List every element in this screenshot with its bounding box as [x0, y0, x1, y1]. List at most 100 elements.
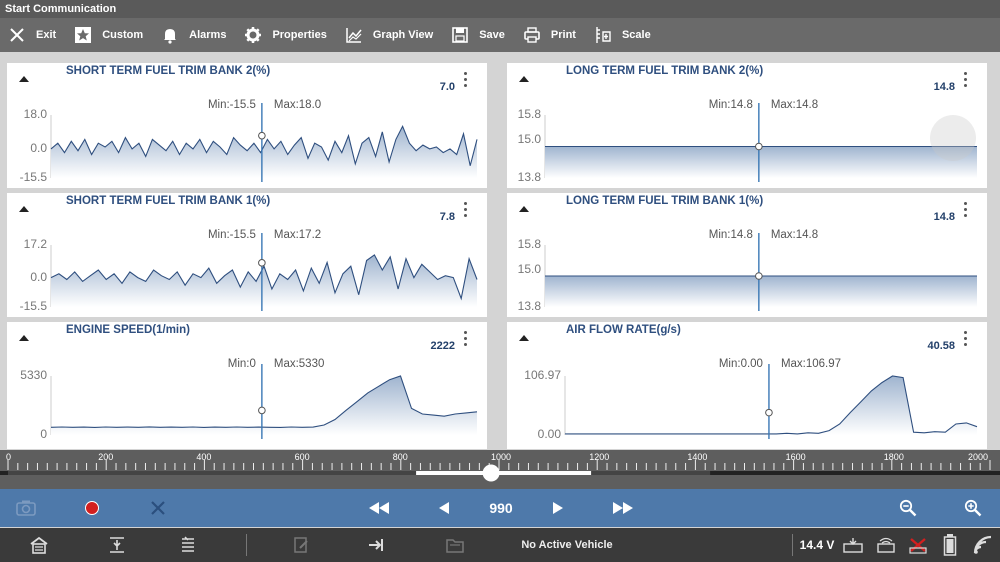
step-back-icon — [439, 502, 449, 514]
y-axis-max-label: 17.2 — [23, 237, 47, 251]
more-options-icon[interactable] — [964, 331, 968, 347]
timeline-tick-label: 0 — [6, 452, 12, 462]
y-axis-max-label: 5330 — [20, 368, 47, 382]
y-axis-mid-label: 0.0 — [30, 269, 47, 284]
print-button[interactable]: Print — [523, 18, 576, 52]
y-axis-min-label: 13.8 — [517, 170, 541, 184]
y-axis-mid-label: 0.0 — [30, 140, 47, 155]
cursor-marker — [755, 272, 763, 280]
cursor-marker — [258, 406, 266, 415]
collapse-arrow-icon[interactable] — [519, 206, 529, 212]
timeline-handle — [482, 464, 500, 482]
step-back-button[interactable] — [432, 489, 456, 527]
series-area — [51, 376, 477, 435]
transfer-button[interactable] — [362, 528, 392, 562]
snapshot-button[interactable] — [10, 489, 42, 527]
camera-icon — [16, 500, 36, 516]
chart-plot-area[interactable] — [507, 63, 987, 188]
chart-plot-area[interactable] — [7, 193, 487, 317]
panel-title: LONG TERM FUEL TRIM BANK 1(%) — [566, 195, 764, 207]
panel-title: ENGINE SPEED(1/min) — [66, 324, 190, 336]
chart-plot-area[interactable] — [507, 193, 987, 317]
graph-panel[interactable]: LONG TERM FUEL TRIM BANK 1(%) 14.8 Min:1… — [507, 193, 987, 317]
scale-button[interactable]: Scale — [594, 18, 651, 52]
series-area — [51, 126, 477, 178]
status-bar: No Active Vehicle 14.4 V — [0, 528, 1000, 562]
star-icon — [75, 27, 92, 43]
series-line — [50, 254, 478, 301]
cursor-marker — [755, 142, 763, 151]
more-options-icon[interactable] — [464, 72, 468, 88]
timeline-ticks — [0, 460, 1000, 482]
chart-plot-area[interactable] — [7, 63, 487, 188]
panel-title: LONG TERM FUEL TRIM BANK 2(%) — [566, 65, 764, 77]
graph-panel[interactable]: SHORT TERM FUEL TRIM BANK 2(%) 7.0 Min:-… — [7, 63, 487, 188]
rewind-icon — [369, 502, 389, 514]
folder-button[interactable] — [440, 528, 470, 562]
series-line — [565, 375, 978, 435]
y-axis-min-label: 0.00 — [537, 427, 561, 441]
battery-icon — [938, 528, 962, 562]
min-value: Min:14.8 — [708, 99, 753, 111]
timeline-tick-label: 400 — [196, 452, 212, 462]
graph-panel[interactable]: AIR FLOW RATE(g/s) 40.58 Min:0.00 Max:10… — [507, 322, 987, 449]
collapse-icon — [110, 537, 124, 553]
step-forward-button[interactable] — [546, 489, 570, 527]
graph-panel[interactable]: LONG TERM FUEL TRIM BANK 2(%) 14.8 Min:1… — [507, 63, 987, 188]
current-value: 14.8 — [933, 81, 955, 93]
y-axis-max-label: 15.8 — [517, 107, 541, 121]
max-value: Max:17.2 — [273, 229, 322, 241]
custom-button[interactable]: Custom — [74, 18, 143, 52]
current-value: 14.8 — [933, 211, 955, 223]
save-button[interactable]: Save — [451, 18, 505, 52]
report-button[interactable] — [286, 528, 316, 562]
min-value: Min:-15.5 — [207, 229, 256, 241]
scale-icon — [596, 27, 611, 43]
collapse-arrow-icon[interactable] — [519, 76, 529, 82]
series-area — [545, 276, 977, 307]
series-line — [50, 124, 478, 166]
collapse-arrow-icon[interactable] — [519, 335, 529, 341]
exit-button[interactable]: Exit — [8, 18, 56, 52]
properties-button[interactable]: Properties — [244, 18, 327, 52]
chart-plot-area[interactable] — [507, 322, 987, 449]
rewind-button[interactable] — [364, 489, 394, 527]
more-options-icon[interactable] — [964, 202, 968, 218]
list-icon — [182, 536, 194, 552]
timeline-tick-label: 1200 — [589, 452, 610, 462]
printer-icon — [524, 27, 540, 43]
graph-icon — [346, 28, 362, 43]
timeline-scrubber[interactable]: 0 200 400 600 800 1000 1200 1400 1600 1800 2000 — [0, 450, 1000, 489]
y-axis-min-label: -15.5 — [19, 299, 47, 313]
collapse-arrow-icon[interactable] — [19, 335, 29, 341]
fast-forward-button[interactable] — [608, 489, 638, 527]
vehicle-status: No Active Vehicle — [521, 539, 613, 551]
bell-icon — [164, 29, 177, 44]
y-axis-max-label: 106.97 — [524, 368, 561, 382]
clear-button[interactable] — [144, 489, 172, 527]
zoom-in-button[interactable] — [959, 489, 987, 527]
series-area — [545, 146, 977, 178]
alarms-button[interactable]: Alarms — [161, 18, 226, 52]
vci-status-icon — [840, 528, 866, 562]
gear-icon — [245, 27, 262, 43]
zoom-out-button[interactable] — [894, 489, 922, 527]
chart-plot-area[interactable] — [7, 322, 487, 449]
more-options-icon[interactable] — [464, 331, 468, 347]
touch-indicator — [930, 115, 976, 161]
collapse-arrow-icon[interactable] — [19, 76, 29, 82]
timeline-tick-label: 1000 — [491, 452, 512, 462]
record-button[interactable] — [78, 489, 106, 527]
more-options-icon[interactable] — [964, 72, 968, 88]
home-button[interactable] — [24, 528, 54, 562]
more-options-icon[interactable] — [464, 202, 468, 218]
timeline-tick-label: 1400 — [687, 452, 708, 462]
max-value: Max:14.8 — [770, 229, 819, 241]
graph-panel[interactable]: SHORT TERM FUEL TRIM BANK 1(%) 7.8 Min:-… — [7, 193, 487, 317]
graph-panel[interactable]: ENGINE SPEED(1/min) 2222 Min:0 Max:5330 … — [7, 322, 487, 449]
collapse-button[interactable] — [102, 528, 132, 562]
graph-view-button[interactable]: Graph View — [345, 18, 433, 52]
list-button[interactable] — [172, 528, 202, 562]
y-axis-mid-label: 15.0 — [517, 132, 541, 147]
collapse-arrow-icon[interactable] — [19, 206, 29, 212]
